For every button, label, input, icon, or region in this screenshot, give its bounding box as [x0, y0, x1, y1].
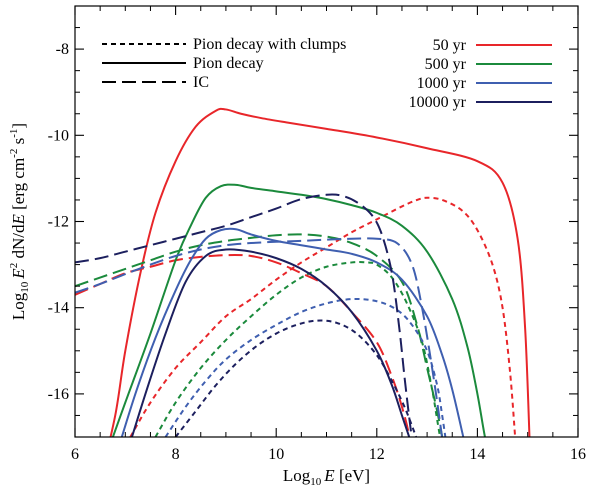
plot-frame — [74, 5, 579, 438]
curve-50-yr-pion-decay-with-clumps — [129, 196, 517, 437]
data-curves — [75, 107, 531, 437]
legend-style-label: IC — [193, 74, 209, 91]
curve-500-yr-pion-decay — [111, 183, 486, 437]
y-tick-label: -8 — [56, 41, 69, 58]
y-axis-label: Log10E2 dN/dE [erg cm-2 s-1] — [8, 123, 31, 320]
curve-10000-yr-pion-decay — [130, 248, 411, 437]
x-tick-label: 12 — [369, 446, 385, 463]
curve-1000-yr-ic — [75, 237, 443, 437]
curve-1000-yr-pion-decay-with-clumps — [164, 297, 447, 437]
axis-ticks: 6 8 10 12 14 16 -16 -14 -12 -10 -8 — [48, 5, 586, 463]
curve-50-yr-pion-decay — [109, 107, 531, 437]
curve-10000-yr-ic — [75, 193, 413, 437]
x-tick-label: 10 — [268, 446, 284, 463]
legend-style-label: Pion decay — [193, 55, 264, 72]
x-tick-label: 8 — [172, 446, 180, 463]
legend-style-label: Pion decay with clumps — [193, 36, 346, 53]
legend-age-label: 1000 yr — [417, 75, 467, 92]
y-tick-label: -14 — [48, 300, 69, 317]
curve-500-yr-pion-decay-with-clumps — [154, 261, 442, 437]
x-axis-label: Log10 E [eV] — [283, 466, 370, 488]
legend-age-label: 500 yr — [425, 56, 467, 73]
curve-50-yr-ic — [75, 254, 411, 437]
x-tick-label: 14 — [469, 446, 485, 463]
legend-age-label: 50 yr — [433, 37, 467, 54]
x-tick-label: 16 — [570, 446, 586, 463]
curve-10000-yr-pion-decay-with-clumps — [174, 319, 418, 437]
curve-1000-yr-pion-decay — [120, 227, 465, 437]
curve-500-yr-ic — [75, 233, 444, 437]
legend-line-styles: Pion decay with clumps Pion decay IC — [102, 36, 346, 91]
legend-age-label: 10000 yr — [409, 94, 467, 111]
y-tick-label: -16 — [48, 386, 69, 403]
legend-ages: 50 yr 500 yr 1000 yr 10000 yr — [409, 37, 552, 111]
x-tick-label: 6 — [71, 446, 79, 463]
y-tick-label: -12 — [48, 214, 69, 231]
y-tick-label: -10 — [48, 127, 69, 144]
